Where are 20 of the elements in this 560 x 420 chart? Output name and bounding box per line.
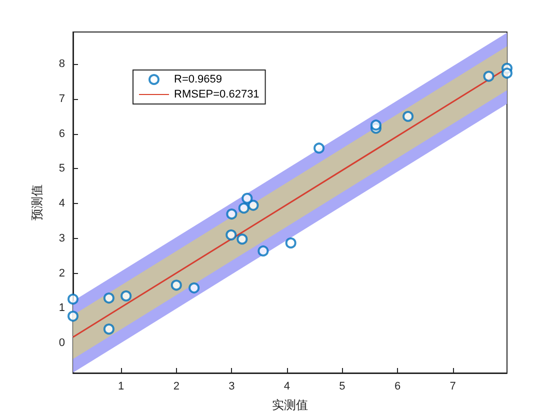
y-tick-label: 3 (58, 232, 65, 244)
legend-label: R=0.9659 (174, 74, 222, 86)
y-tick-label: 2 (58, 267, 65, 280)
x-tick-label: 1 (118, 380, 124, 392)
y-tick-label: 1 (58, 302, 65, 314)
legend-label: RMSEP=0.62731 (174, 88, 260, 100)
y-tick-label: 0 (58, 337, 65, 350)
y-axis-title: 预测值 (30, 184, 44, 220)
y-tick-label: 5 (58, 162, 65, 175)
x-axis-title: 实测值 (272, 398, 308, 412)
x-tick-label: 7 (450, 380, 456, 392)
y-tick-label: 8 (58, 58, 65, 70)
x-tick-label: 4 (284, 380, 290, 392)
x-tick-label: 2 (173, 380, 180, 392)
y-tick-label: 7 (58, 92, 65, 105)
y-tick-label: 4 (58, 198, 65, 210)
x-tick-label: 6 (394, 380, 401, 392)
y-tick-label: 6 (58, 128, 65, 140)
x-tick-label: 3 (228, 380, 235, 392)
x-tick-label: 5 (339, 380, 346, 392)
